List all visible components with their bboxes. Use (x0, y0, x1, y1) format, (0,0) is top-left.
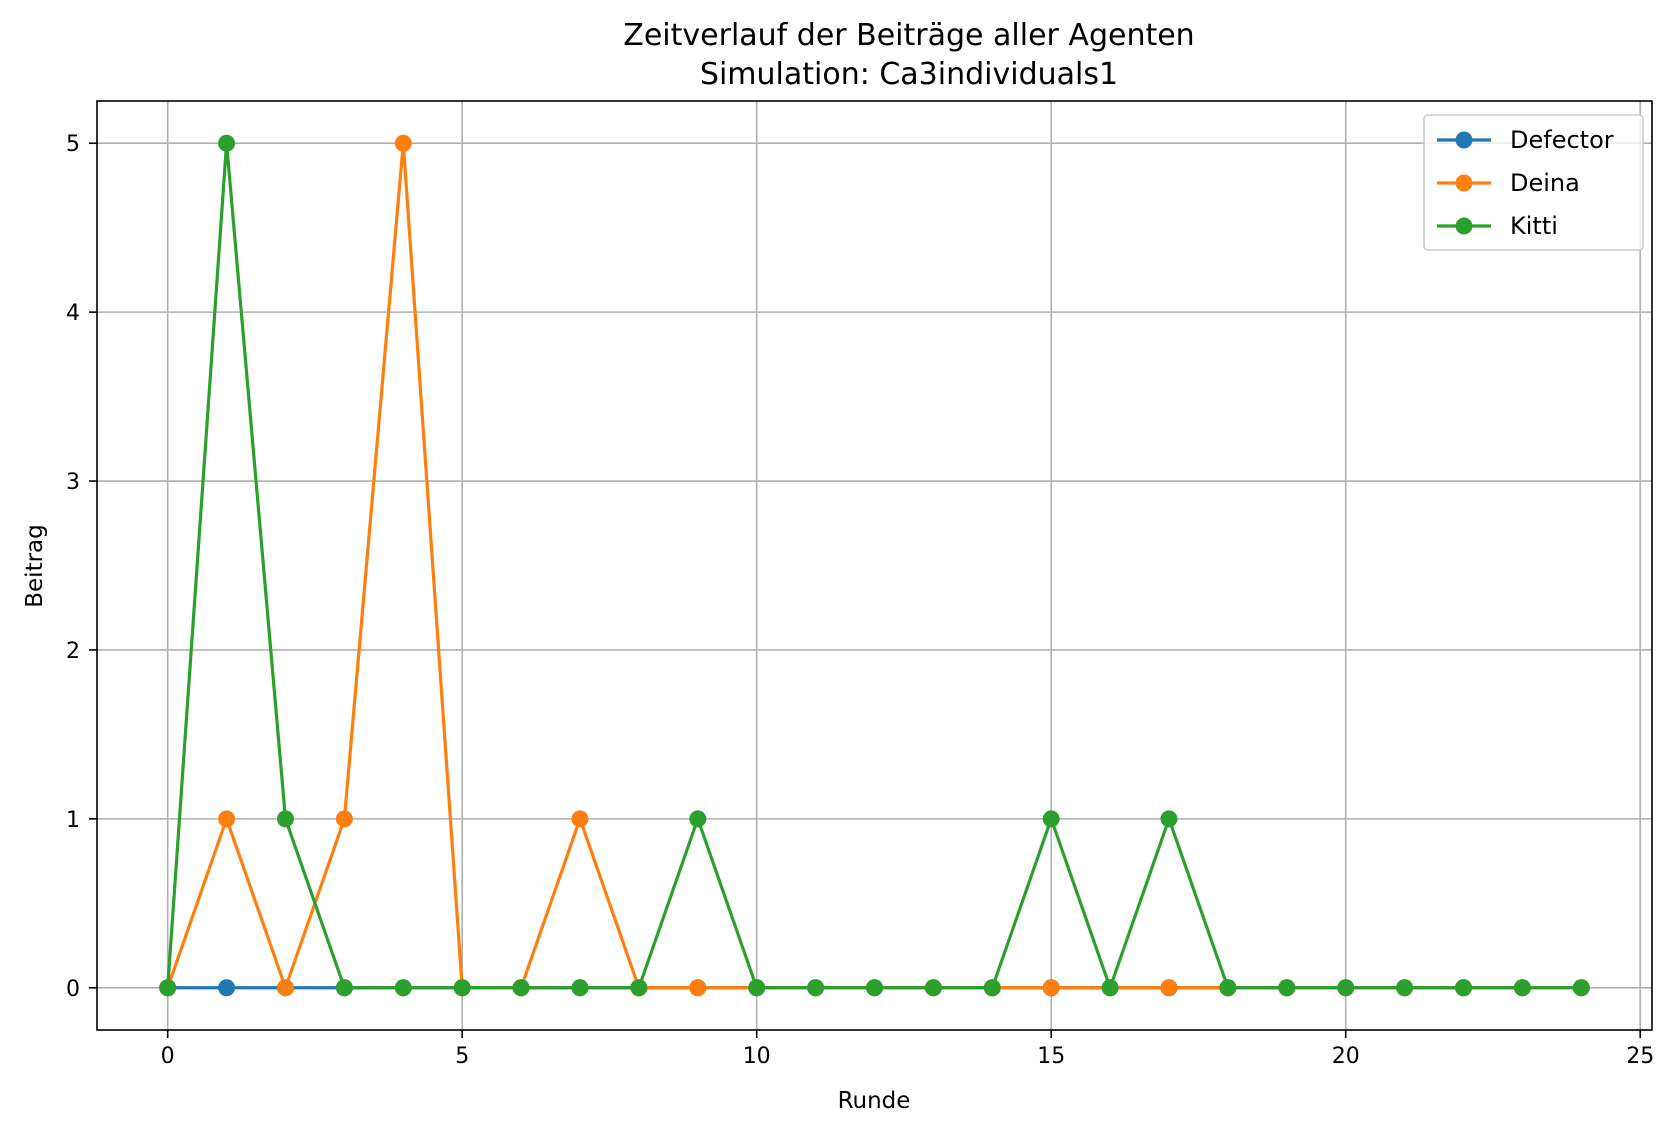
data-point-kitti (1160, 810, 1178, 828)
y-tick-label: 1 (66, 808, 80, 833)
legend-item-deina: Deina (1437, 169, 1580, 197)
legend-box (1423, 114, 1644, 251)
data-point-kitti (924, 979, 942, 997)
ticks: 0 5 10 15 20 25 0 1 2 3 4 5 (66, 132, 1654, 1069)
legend-swatch-marker (1455, 217, 1473, 235)
data-point-kitti (1396, 979, 1414, 997)
series-layer (159, 134, 1590, 997)
x-tick-label: 20 (1332, 1044, 1360, 1069)
data-point-deina (1160, 979, 1178, 997)
data-point-kitti (1337, 979, 1355, 997)
data-point-kitti (571, 979, 589, 997)
legend-swatch-marker (1455, 131, 1473, 149)
series-line-deina (166, 141, 1582, 990)
x-tick-label: 25 (1626, 1044, 1654, 1069)
data-point-kitti (983, 979, 1001, 997)
chart-title: Zeitverlauf der Beiträge aller Agenten (623, 18, 1194, 53)
legend-label: Defector (1510, 126, 1614, 154)
plot-frame (96, 100, 1653, 1031)
chart-subtitle: Simulation: Ca3individuals1 (700, 57, 1118, 92)
data-point-kitti (218, 134, 236, 152)
series-line-kitti (166, 141, 1582, 990)
data-point-kitti (807, 979, 825, 997)
data-point-deina (335, 810, 353, 828)
data-point-kitti (748, 979, 766, 997)
x-tick-label: 0 (161, 1044, 175, 1069)
x-axis-label: Runde (838, 1088, 911, 1114)
data-point-kitti (394, 979, 412, 997)
data-point-kitti (866, 979, 883, 997)
data-point-kitti (1101, 979, 1119, 997)
data-point-kitti (1455, 979, 1473, 997)
data-point-kitti (159, 979, 177, 997)
data-point-kitti (512, 979, 530, 997)
y-tick-label: 0 (66, 977, 80, 1002)
data-point-deina (394, 134, 412, 152)
legend-item-kitti: Kitti (1437, 212, 1558, 240)
x-tick-label: 5 (455, 1044, 469, 1069)
y-axis-label: Beitrag (22, 524, 48, 608)
x-tick-label: 10 (743, 1044, 771, 1069)
x-tick-label: 15 (1037, 1044, 1065, 1069)
legend-swatch-marker (1455, 174, 1473, 192)
data-point-kitti (1572, 979, 1590, 997)
data-point-kitti (1513, 979, 1531, 997)
data-point-deina (218, 810, 236, 828)
data-point-kitti (1278, 979, 1296, 997)
legend-item-defector: Defector (1437, 126, 1614, 154)
data-point-deina (571, 810, 589, 828)
data-point-kitti (276, 810, 294, 828)
data-point-kitti (630, 979, 648, 997)
data-point-kitti (1219, 979, 1237, 997)
series-deina (159, 134, 1590, 997)
legend-label: Kitti (1510, 212, 1558, 240)
data-point-kitti (1042, 810, 1060, 828)
data-point-deina (1042, 979, 1060, 997)
y-tick-label: 3 (66, 470, 80, 495)
legend-label: Deina (1510, 169, 1580, 197)
y-tick-label: 5 (66, 132, 80, 157)
data-point-deina (689, 979, 707, 997)
grid (97, 101, 1652, 1030)
data-point-kitti (335, 979, 353, 997)
series-kitti (159, 134, 1590, 997)
y-tick-label: 4 (66, 301, 80, 326)
data-point-kitti (689, 810, 707, 828)
data-point-kitti (453, 979, 471, 997)
data-point-defector (218, 979, 236, 997)
data-point-deina (276, 979, 294, 997)
legend: Defector Deina Kitti (1423, 114, 1644, 251)
y-tick-label: 2 (66, 639, 80, 664)
